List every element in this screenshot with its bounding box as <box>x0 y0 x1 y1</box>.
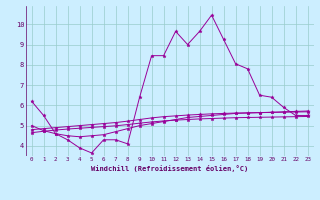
X-axis label: Windchill (Refroidissement éolien,°C): Windchill (Refroidissement éolien,°C) <box>91 165 248 172</box>
